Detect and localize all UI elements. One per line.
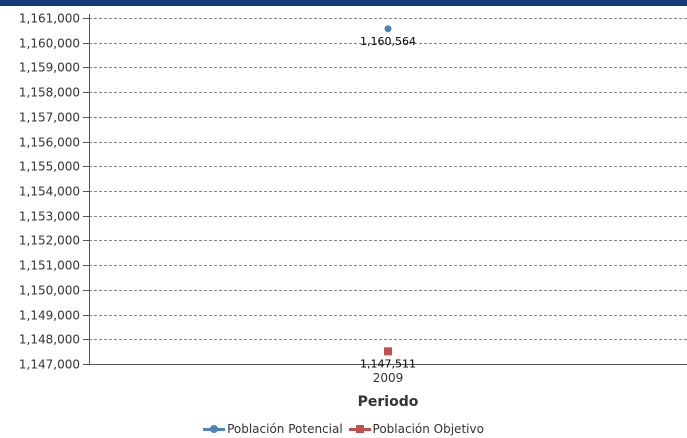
grid-lines — [89, 18, 687, 340]
data-point — [384, 25, 392, 33]
y-tick-label: 1,149,000 — [19, 309, 80, 323]
legend-item-poblacion-potencial[interactable]: Población Potencial — [203, 422, 343, 436]
y-tick-label: 1,158,000 — [19, 86, 80, 100]
y-tick-label: 1,156,000 — [19, 136, 80, 150]
x-axis-ticks: 2009 — [373, 371, 404, 385]
data-label: 1,147,511 — [360, 357, 416, 370]
axes — [89, 14, 687, 365]
data-point — [384, 347, 392, 356]
y-tick-label: 1,157,000 — [19, 111, 80, 125]
legend-line-circle-icon — [203, 424, 226, 434]
y-tick-label: 1,159,000 — [19, 61, 80, 75]
x-axis-title: Periodo — [358, 394, 419, 410]
y-tick-label: 1,153,000 — [19, 210, 80, 224]
chart: 1,147,000 1,148,000 1,149,000 1,150,000 1,15… — [19, 12, 687, 410]
y-axis-ticks: 1,147,000 1,148,000 1,149,000 1,150,000 1,15… — [19, 12, 89, 372]
y-tick-label: 1,160,000 — [19, 37, 80, 51]
legend-item-poblacion-objetivo[interactable]: Población Objetivo — [348, 422, 484, 436]
y-tick-label: 1,155,000 — [19, 160, 80, 174]
legend-label: Población Objetivo — [372, 422, 484, 436]
legend: Población Potencial Población Objetivo — [0, 422, 687, 437]
y-tick-label: 1,150,000 — [19, 284, 80, 298]
data-labels: 1,160,564 1,147,511 — [360, 35, 416, 371]
data-points — [384, 25, 392, 356]
y-tick-label: 1,161,000 — [19, 12, 80, 26]
data-label: 1,160,564 — [360, 35, 416, 48]
x-tick-label: 2009 — [373, 371, 404, 385]
chart-header-bar — [0, 0, 687, 6]
y-tick-label: 1,154,000 — [19, 185, 80, 199]
y-tick-label: 1,147,000 — [19, 358, 80, 372]
y-tick-label: 1,151,000 — [19, 259, 80, 273]
y-tick-label: 1,152,000 — [19, 234, 80, 248]
y-tick-label: 1,148,000 — [19, 333, 80, 347]
legend-line-square-icon — [348, 424, 371, 434]
legend-label: Población Potencial — [227, 422, 343, 436]
